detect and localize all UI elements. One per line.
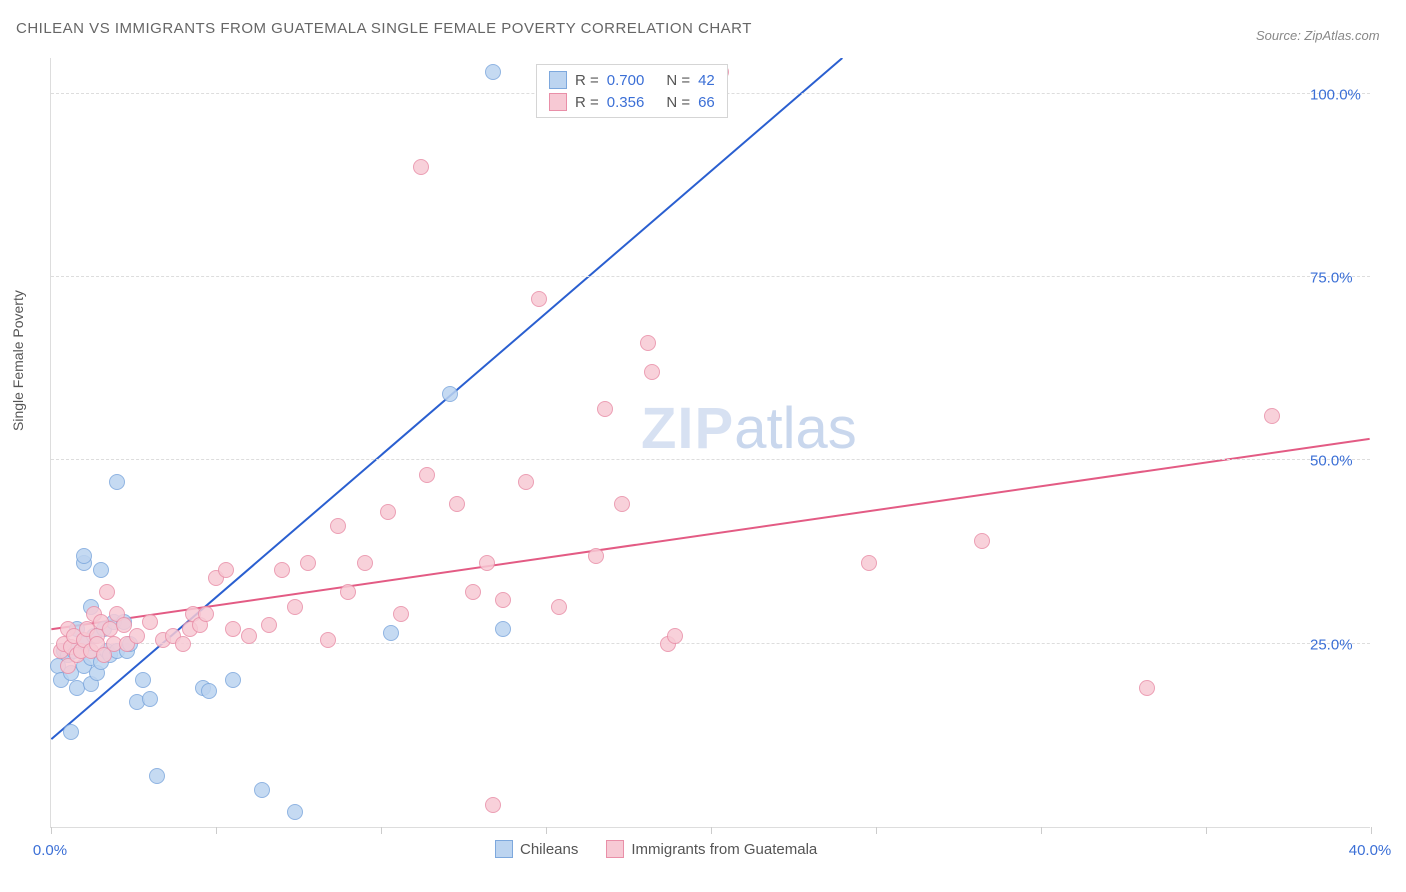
source-attribution: Source: ZipAtlas.com xyxy=(1256,28,1380,43)
data-point-guatemala xyxy=(225,621,241,637)
stats-row-guatemala: R = 0.356 N = 66 xyxy=(537,91,727,113)
data-point-guatemala xyxy=(974,533,990,549)
data-point-guatemala xyxy=(413,159,429,175)
data-point-guatemala xyxy=(99,584,115,600)
r-label: R = xyxy=(575,94,599,111)
data-point-guatemala xyxy=(320,632,336,648)
legend-item-chileans: Chileans xyxy=(495,840,578,858)
data-point-guatemala xyxy=(198,606,214,622)
data-point-guatemala xyxy=(449,496,465,512)
data-point-chileans xyxy=(383,625,399,641)
bottom-legend: Chileans Immigrants from Guatemala xyxy=(495,840,817,858)
legend-label-guatemala: Immigrants from Guatemala xyxy=(631,841,817,858)
n-label: N = xyxy=(666,94,690,111)
x-tick xyxy=(1206,827,1207,834)
data-point-guatemala xyxy=(129,628,145,644)
n-value-guatemala: 66 xyxy=(698,94,715,111)
stats-row-chileans: R = 0.700 N = 42 xyxy=(537,69,727,91)
x-tick xyxy=(876,827,877,834)
y-tick-label: 100.0% xyxy=(1310,86,1361,103)
x-tick xyxy=(381,827,382,834)
n-value-chileans: 42 xyxy=(698,72,715,89)
plot-area: ZIPatlas xyxy=(50,58,1370,828)
chart-title: CHILEAN VS IMMIGRANTS FROM GUATEMALA SIN… xyxy=(16,20,752,37)
data-point-chileans xyxy=(149,768,165,784)
data-point-guatemala xyxy=(518,474,534,490)
trendlines-layer xyxy=(51,58,1370,827)
y-tick-label: 25.0% xyxy=(1310,636,1353,653)
data-point-chileans xyxy=(287,804,303,820)
legend-swatch-guatemala xyxy=(606,840,624,858)
legend-swatch-guatemala xyxy=(549,93,567,111)
r-label: R = xyxy=(575,72,599,89)
data-point-chileans xyxy=(225,672,241,688)
data-point-guatemala xyxy=(531,291,547,307)
data-point-chileans xyxy=(201,683,217,699)
data-point-guatemala xyxy=(588,548,604,564)
x-tick xyxy=(1041,827,1042,834)
data-point-guatemala xyxy=(861,555,877,571)
legend-swatch-chileans xyxy=(549,71,567,89)
x-tick xyxy=(546,827,547,834)
data-point-chileans xyxy=(485,64,501,80)
data-point-guatemala xyxy=(419,467,435,483)
data-point-chileans xyxy=(442,386,458,402)
data-point-guatemala xyxy=(393,606,409,622)
n-label: N = xyxy=(666,72,690,89)
gridline xyxy=(51,459,1370,460)
data-point-guatemala xyxy=(287,599,303,615)
data-point-guatemala xyxy=(465,584,481,600)
y-tick-label: 50.0% xyxy=(1310,453,1353,470)
legend-swatch-chileans xyxy=(495,840,513,858)
data-point-chileans xyxy=(135,672,151,688)
data-point-guatemala xyxy=(667,628,683,644)
x-tick xyxy=(1371,827,1372,834)
data-point-chileans xyxy=(109,474,125,490)
correlation-stats-box: R = 0.700 N = 42 R = 0.356 N = 66 xyxy=(536,64,728,118)
data-point-guatemala xyxy=(175,636,191,652)
data-point-guatemala xyxy=(300,555,316,571)
data-point-guatemala xyxy=(218,562,234,578)
data-point-guatemala xyxy=(495,592,511,608)
data-point-guatemala xyxy=(340,584,356,600)
data-point-chileans xyxy=(63,724,79,740)
data-point-guatemala xyxy=(380,504,396,520)
r-value-guatemala: 0.356 xyxy=(607,94,645,111)
data-point-guatemala xyxy=(614,496,630,512)
x-tick xyxy=(711,827,712,834)
data-point-guatemala xyxy=(551,599,567,615)
data-point-guatemala xyxy=(485,797,501,813)
data-point-chileans xyxy=(254,782,270,798)
data-point-chileans xyxy=(142,691,158,707)
data-point-chileans xyxy=(495,621,511,637)
y-tick-label: 75.0% xyxy=(1310,270,1353,287)
legend-item-guatemala: Immigrants from Guatemala xyxy=(606,840,817,858)
data-point-guatemala xyxy=(479,555,495,571)
data-point-chileans xyxy=(76,548,92,564)
x-tick-label: 40.0% xyxy=(1349,842,1392,859)
data-point-guatemala xyxy=(1139,680,1155,696)
data-point-guatemala xyxy=(1264,408,1280,424)
data-point-chileans xyxy=(93,562,109,578)
data-point-guatemala xyxy=(274,562,290,578)
data-point-guatemala xyxy=(330,518,346,534)
data-point-guatemala xyxy=(357,555,373,571)
legend-label-chileans: Chileans xyxy=(520,841,578,858)
r-value-chileans: 0.700 xyxy=(607,72,645,89)
data-point-guatemala xyxy=(142,614,158,630)
x-tick xyxy=(216,827,217,834)
x-tick xyxy=(51,827,52,834)
data-point-guatemala xyxy=(261,617,277,633)
watermark: ZIPatlas xyxy=(641,395,857,462)
trendline-guatemala xyxy=(51,439,1369,629)
gridline xyxy=(51,276,1370,277)
data-point-guatemala xyxy=(640,335,656,351)
data-point-guatemala xyxy=(644,364,660,380)
y-axis-title: Single Female Poverty xyxy=(10,411,26,431)
x-tick-label: 0.0% xyxy=(33,842,67,859)
chart-container: { "title": { "text": "CHILEAN VS IMMIGRA… xyxy=(0,0,1406,892)
data-point-guatemala xyxy=(241,628,257,644)
data-point-guatemala xyxy=(597,401,613,417)
